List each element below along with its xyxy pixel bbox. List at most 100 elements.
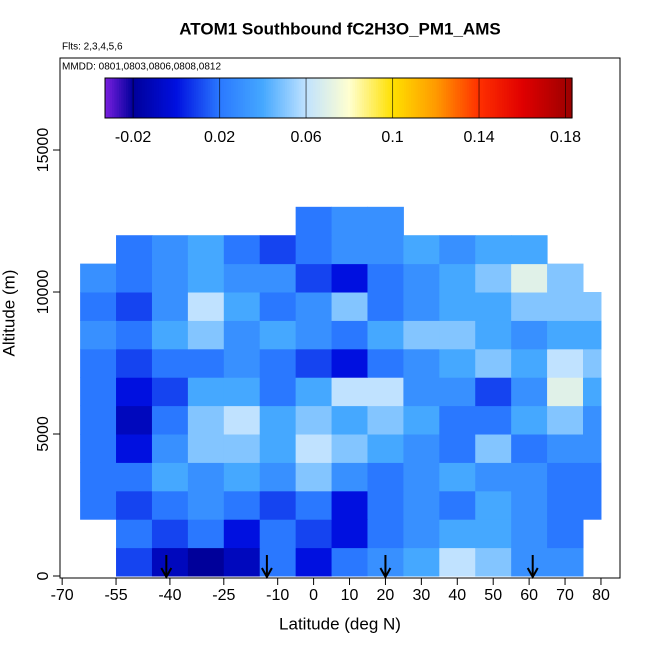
- colorbar-segment: [242, 78, 246, 118]
- colorbar-segment: [238, 78, 242, 118]
- colorbar-segment: [245, 78, 249, 118]
- heat-cell: [583, 490, 602, 520]
- heat-cell: [259, 405, 297, 435]
- heat-cell: [403, 348, 440, 378]
- colorbar-segment: [298, 78, 302, 118]
- heat-cell: [403, 462, 440, 492]
- heat-cell: [259, 263, 297, 293]
- colorbar-segment: [305, 78, 309, 118]
- heat-cell: [80, 377, 117, 407]
- colorbar-segment: [266, 78, 270, 118]
- heat-cell: [403, 490, 440, 520]
- heat-cell: [403, 519, 440, 549]
- heat-cell: [116, 377, 153, 407]
- x-tick-label: -10: [266, 587, 289, 604]
- colorbar-segment: [149, 78, 153, 118]
- colorbar-segment: [205, 78, 209, 118]
- colorbar-segment: [105, 78, 108, 118]
- colorbar-segment: [261, 78, 265, 118]
- heat-cell: [331, 377, 368, 407]
- colorbar-segment: [291, 78, 295, 118]
- colorbar-segment: [263, 78, 267, 118]
- colorbar-segment: [135, 78, 139, 118]
- heat-cell: [547, 519, 584, 549]
- heat-cell: [80, 405, 117, 435]
- colorbar-segment: [394, 78, 398, 118]
- colorbar-segment: [406, 78, 410, 118]
- heat-cell: [367, 348, 404, 378]
- colorbar-segment: [436, 78, 440, 118]
- colorbar-segment: [557, 78, 561, 118]
- colorbar-segment: [497, 78, 501, 118]
- colorbar-segment: [114, 78, 118, 118]
- heat-cell: [295, 405, 333, 435]
- heat-cell: [223, 348, 261, 378]
- heat-cell: [223, 462, 261, 492]
- heat-cell: [367, 462, 404, 492]
- colorbar-segment: [550, 78, 554, 118]
- colorbar-segment: [322, 78, 326, 118]
- colorbar-segment: [466, 78, 470, 118]
- colorbar-segment: [410, 78, 414, 118]
- colorbar-segment: [191, 78, 195, 118]
- heat-cell: [116, 320, 153, 350]
- colorbar-segment: [287, 78, 291, 118]
- colorbar-segment: [569, 78, 573, 118]
- y-tick-label: 0: [35, 571, 52, 580]
- colorbar-segment: [527, 78, 531, 118]
- colorbar-segment: [413, 78, 417, 118]
- heat-cell: [187, 434, 225, 463]
- heat-cell: [259, 377, 297, 407]
- heat-cell: [80, 348, 117, 378]
- heat-cell: [403, 377, 440, 407]
- y-tick-label: 10000: [35, 270, 52, 315]
- heat-cell: [367, 320, 404, 350]
- colorbar-segment: [441, 78, 445, 118]
- heat-cell: [259, 547, 297, 577]
- heat-cell: [439, 292, 476, 321]
- colorbar-segment: [417, 78, 421, 118]
- colorbar-segment: [511, 78, 515, 118]
- heat-cell: [331, 348, 368, 378]
- flights-note: Flts: 2,3,4,5,6: [62, 42, 123, 53]
- colorbar-segment: [546, 78, 550, 118]
- colorbar-segment: [163, 78, 167, 118]
- heat-cell: [295, 434, 333, 463]
- heat-cell: [151, 377, 189, 407]
- colorbar-segment: [240, 78, 244, 118]
- colorbar-segment: [214, 78, 218, 118]
- heat-cell: [116, 235, 153, 265]
- colorbar-segment: [515, 78, 519, 118]
- colorbar-segment: [310, 78, 314, 118]
- heat-cell: [511, 235, 548, 265]
- heat-cell: [475, 377, 512, 407]
- heat-cell: [547, 405, 584, 435]
- heat-cell: [583, 434, 602, 463]
- heat-cell: [331, 434, 368, 463]
- heat-cell: [331, 547, 368, 577]
- colorbar-segment: [375, 78, 379, 118]
- colorbar-segment: [480, 78, 484, 118]
- heat-cell: [80, 434, 117, 463]
- heat-cell: [367, 263, 404, 293]
- colorbar-segment: [154, 78, 157, 118]
- heat-cell: [439, 462, 476, 492]
- colorbar-segment: [275, 78, 279, 118]
- colorbar-segment: [294, 78, 298, 118]
- x-tick-label: -40: [158, 587, 181, 604]
- x-tick-label: 30: [412, 587, 430, 604]
- colorbar-segment: [308, 78, 312, 118]
- colorbar-segment: [359, 78, 363, 118]
- heat-cell: [475, 348, 512, 378]
- colorbar-segment: [193, 78, 197, 118]
- colorbar-segment: [438, 78, 442, 118]
- heat-cell: [367, 490, 404, 520]
- x-tick-label: 60: [520, 587, 538, 604]
- colorbar-segment: [520, 78, 524, 118]
- colorbar-segment: [492, 78, 496, 118]
- colorbar-segment: [357, 78, 361, 118]
- heat-cell: [295, 547, 333, 577]
- colorbar-segment: [130, 78, 134, 118]
- heat-cell: [151, 348, 189, 378]
